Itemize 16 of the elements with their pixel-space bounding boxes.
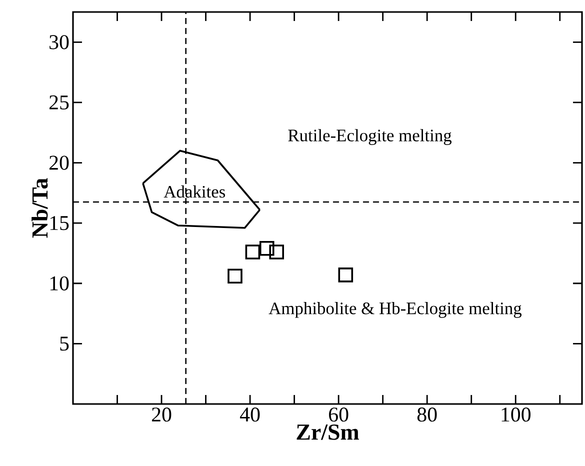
x-tick-label: 80 <box>417 408 437 422</box>
y-tick-label: 15 <box>50 216 69 230</box>
y-tick-label: 25 <box>49 95 69 110</box>
y-tick-label: 30 <box>50 35 69 50</box>
annotation: Rutile-Eclogite melting <box>288 129 452 145</box>
y-axis-title: Nb/Ta <box>32 178 48 238</box>
y-tick-label: 20 <box>49 156 69 170</box>
annotation: Adakites <box>164 185 226 198</box>
x-tick-label: 100 <box>502 408 531 422</box>
y-tick-label: 5 <box>60 336 69 351</box>
x-axis-title: Zr/Sm <box>296 424 359 440</box>
annotation: Amphibolite & Hb-Eclogite melting <box>268 302 522 318</box>
y-tick-label: 10 <box>50 276 69 290</box>
x-tick-label: 40 <box>240 408 260 422</box>
x-tick-label: 20 <box>152 408 172 422</box>
x-tick-label: 60 <box>329 408 348 422</box>
